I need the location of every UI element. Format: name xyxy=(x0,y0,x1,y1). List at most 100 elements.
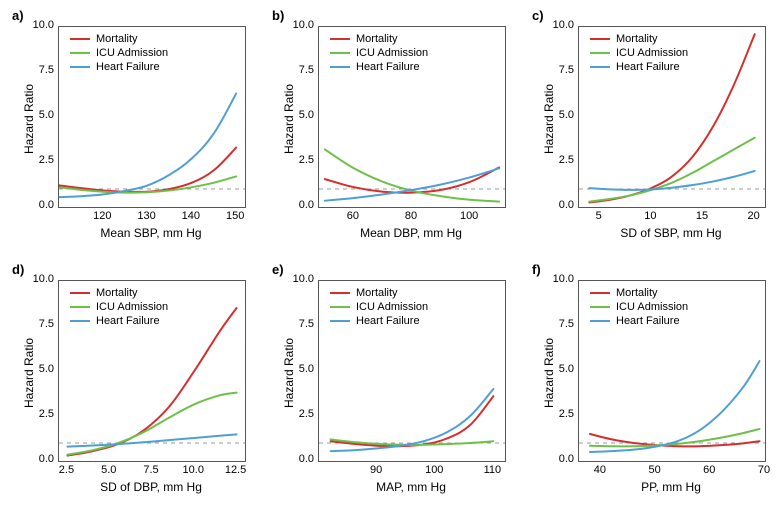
xtick-label: 40 xyxy=(594,464,606,476)
ytick-label: 2.5 xyxy=(544,154,574,166)
legend-swatch xyxy=(330,66,350,68)
ytick-label: 10.0 xyxy=(24,273,54,285)
ytick-label: 2.5 xyxy=(24,408,54,420)
legend-label: ICU Admission xyxy=(96,47,168,59)
xtick-label: 140 xyxy=(182,210,200,222)
legend: Mortality ICU AdmissionHeart Failure xyxy=(330,32,428,74)
ylabel: Hazard Ratio xyxy=(282,84,296,154)
xtick-label: 70 xyxy=(758,464,770,476)
legend-swatch xyxy=(590,52,610,54)
ytick-label: 0.0 xyxy=(284,453,314,465)
legend-item-mortality: Mortality xyxy=(330,32,428,46)
series-mortality xyxy=(67,308,236,456)
ytick-label: 10.0 xyxy=(284,273,314,285)
panel-d: d)0.02.55.07.510.02.55.07.510.012.5Hazar… xyxy=(10,262,255,507)
ytick-label: 2.5 xyxy=(284,408,314,420)
legend-swatch xyxy=(70,66,90,68)
ylabel: Hazard Ratio xyxy=(22,84,36,154)
legend: Mortality ICU AdmissionHeart Failure xyxy=(330,286,428,328)
panel-label: a) xyxy=(12,8,24,23)
figure-root: a)0.02.55.07.510.0120130140150Hazard Rat… xyxy=(0,0,778,515)
panel-label: c) xyxy=(532,8,544,23)
legend-swatch xyxy=(70,292,90,294)
xtick-label: 10 xyxy=(644,210,656,222)
legend-label: ICU Admission xyxy=(356,301,428,313)
panel-a: a)0.02.55.07.510.0120130140150Hazard Rat… xyxy=(10,8,255,253)
panel-e: e)0.02.55.07.510.090100110Hazard RatioMA… xyxy=(270,262,515,507)
legend-item-heart_failure: Heart Failure xyxy=(590,314,688,328)
xlabel: MAP, mm Hg xyxy=(376,480,446,494)
xtick-label: 15 xyxy=(696,210,708,222)
legend: Mortality ICU Admission Heart Failure xyxy=(70,32,168,74)
legend-label: Heart Failure xyxy=(616,315,680,327)
xtick-label: 150 xyxy=(226,210,244,222)
legend-swatch xyxy=(590,320,610,322)
legend-swatch xyxy=(330,306,350,308)
legend-item-icu: ICU Admission xyxy=(590,46,688,60)
legend-label: Mortality xyxy=(356,33,398,45)
legend-label: Heart Failure xyxy=(96,315,160,327)
legend-item-mortality: Mortality xyxy=(590,32,688,46)
ytick-label: 2.5 xyxy=(544,408,574,420)
panel-label: f) xyxy=(532,262,541,277)
xtick-label: 100 xyxy=(425,464,443,476)
ytick-label: 2.5 xyxy=(284,154,314,166)
series-heart_failure xyxy=(589,171,754,190)
ytick-label: 10.0 xyxy=(24,19,54,31)
legend-item-icu: ICU Admission xyxy=(70,300,168,314)
legend-item-icu: ICU Admission xyxy=(330,46,428,60)
legend-swatch xyxy=(70,306,90,308)
legend-label: Mortality xyxy=(356,287,398,299)
xtick-label: 60 xyxy=(347,210,359,222)
legend-item-icu: ICU Admission xyxy=(590,300,688,314)
xtick-label: 110 xyxy=(484,464,502,476)
legend-label: Mortality xyxy=(96,287,138,299)
legend-label: ICU Admission xyxy=(356,47,428,59)
ytick-label: 0.0 xyxy=(544,199,574,211)
legend-swatch xyxy=(330,320,350,322)
legend: Mortality ICU Admission Heart Failure xyxy=(590,32,688,74)
series-icu xyxy=(589,138,754,202)
xtick-label: 10.0 xyxy=(183,464,204,476)
ytick-label: 7.5 xyxy=(544,64,574,76)
ytick-label: 0.0 xyxy=(24,199,54,211)
ytick-label: 7.5 xyxy=(284,64,314,76)
legend-swatch xyxy=(590,38,610,40)
legend-item-heart_failure: Heart Failure xyxy=(330,60,428,74)
xtick-label: 120 xyxy=(93,210,111,222)
xtick-label: 7.5 xyxy=(143,464,158,476)
series-heart_failure xyxy=(590,361,760,452)
xlabel: SD of SBP, mm Hg xyxy=(620,226,721,240)
series-heart_failure xyxy=(67,434,236,446)
legend-swatch xyxy=(70,320,90,322)
ytick-label: 10.0 xyxy=(284,19,314,31)
legend-label: Heart Failure xyxy=(616,61,680,73)
panel-b: b)0.02.55.07.510.06080100Hazard RatioMea… xyxy=(270,8,515,253)
xlabel: Mean DBP, mm Hg xyxy=(360,226,462,240)
panel-label: e) xyxy=(272,262,284,277)
panel-label: b) xyxy=(272,8,284,23)
legend-label: Mortality xyxy=(616,287,658,299)
xtick-label: 80 xyxy=(405,210,417,222)
xlabel: SD of DBP, mm Hg xyxy=(100,480,202,494)
xtick-label: 100 xyxy=(460,210,478,222)
legend-item-mortality: Mortality xyxy=(70,286,168,300)
series-heart_failure xyxy=(59,94,236,198)
xtick-label: 12.5 xyxy=(225,464,246,476)
ytick-label: 0.0 xyxy=(544,453,574,465)
legend-item-icu: ICU Admission xyxy=(330,300,428,314)
legend-item-mortality: Mortality xyxy=(590,286,688,300)
xtick-label: 50 xyxy=(648,464,660,476)
series-heart_failure xyxy=(325,168,499,200)
legend-label: ICU Admission xyxy=(616,47,688,59)
legend-item-heart_failure: Heart Failure xyxy=(330,314,428,328)
xtick-label: 5 xyxy=(596,210,602,222)
legend-label: Mortality xyxy=(96,33,138,45)
ytick-label: 0.0 xyxy=(24,453,54,465)
xtick-label: 60 xyxy=(703,464,715,476)
ylabel: Hazard Ratio xyxy=(22,338,36,408)
legend-label: Heart Failure xyxy=(96,61,160,73)
series-mortality xyxy=(331,396,494,446)
xlabel: PP, mm Hg xyxy=(641,480,701,494)
legend-label: Mortality xyxy=(616,33,658,45)
